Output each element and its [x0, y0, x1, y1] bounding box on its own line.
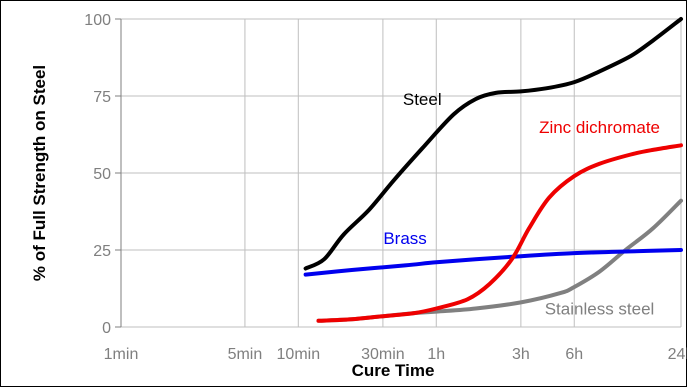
y-tick-label: 75: [93, 89, 111, 106]
series-label-stainless-steel: Stainless steel: [545, 300, 655, 319]
y-tick-label: 25: [93, 243, 111, 260]
x-axis-title: Cure Time: [352, 361, 435, 380]
series-line-brass: [303, 248, 683, 277]
y-axis-title: % of Full Strength on Steel: [30, 65, 49, 281]
series-label-zinc-dichromate: Zinc dichromate: [539, 118, 660, 137]
x-tick-label: 10min: [277, 346, 321, 363]
x-tick-label: 1h: [427, 346, 445, 363]
series-line-zinc-dichromate: [316, 143, 683, 323]
y-tick-label: 0: [102, 320, 111, 337]
x-tick-label: 1min: [104, 346, 139, 363]
x-tick-label: 5min: [228, 346, 263, 363]
series-label-layer: Steel Zinc dichromate Brass Stainless steel: [383, 90, 660, 318]
grid-layer: [120, 18, 682, 328]
x-tick-label: 6h: [565, 346, 583, 363]
series-layer: [303, 17, 683, 323]
x-tick-label: 24h: [668, 346, 687, 363]
series-label-brass: Brass: [383, 229, 426, 248]
axis-layer: 1min 5min 10min 30min 1h 3h 6h 24h 0 25 50 75 100: [84, 12, 687, 363]
series-label-steel: Steel: [403, 90, 442, 109]
y-tick-label: 100: [84, 12, 111, 29]
y-tick-label: 50: [93, 166, 111, 183]
x-tick-label: 30min: [361, 346, 405, 363]
series-line-steel: [303, 17, 683, 271]
x-tick-label: 3h: [512, 346, 530, 363]
